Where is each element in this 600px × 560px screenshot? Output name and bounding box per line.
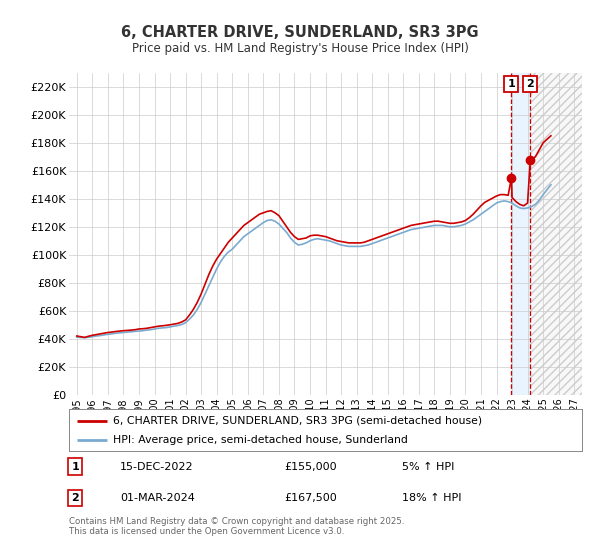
Text: 1: 1: [71, 461, 79, 472]
Text: 15-DEC-2022: 15-DEC-2022: [121, 461, 194, 472]
Text: 18% ↑ HPI: 18% ↑ HPI: [403, 493, 462, 503]
Bar: [511, 73, 530, 395]
Text: 6, CHARTER DRIVE, SUNDERLAND, SR3 3PG: 6, CHARTER DRIVE, SUNDERLAND, SR3 3PG: [121, 25, 479, 40]
Bar: [530, 73, 582, 395]
Text: Price paid vs. HM Land Registry's House Price Index (HPI): Price paid vs. HM Land Registry's House …: [131, 42, 469, 55]
Text: £167,500: £167,500: [284, 493, 337, 503]
Text: Contains HM Land Registry data © Crown copyright and database right 2025.
This d: Contains HM Land Registry data © Crown c…: [69, 517, 404, 536]
Text: 2: 2: [526, 79, 534, 89]
Text: 5% ↑ HPI: 5% ↑ HPI: [403, 461, 455, 472]
Text: 01-MAR-2024: 01-MAR-2024: [121, 493, 195, 503]
Text: 6, CHARTER DRIVE, SUNDERLAND, SR3 3PG (semi-detached house): 6, CHARTER DRIVE, SUNDERLAND, SR3 3PG (s…: [113, 416, 482, 426]
Text: £155,000: £155,000: [284, 461, 337, 472]
Text: HPI: Average price, semi-detached house, Sunderland: HPI: Average price, semi-detached house,…: [113, 435, 407, 445]
Text: 1: 1: [508, 79, 515, 89]
Text: 2: 2: [71, 493, 79, 503]
